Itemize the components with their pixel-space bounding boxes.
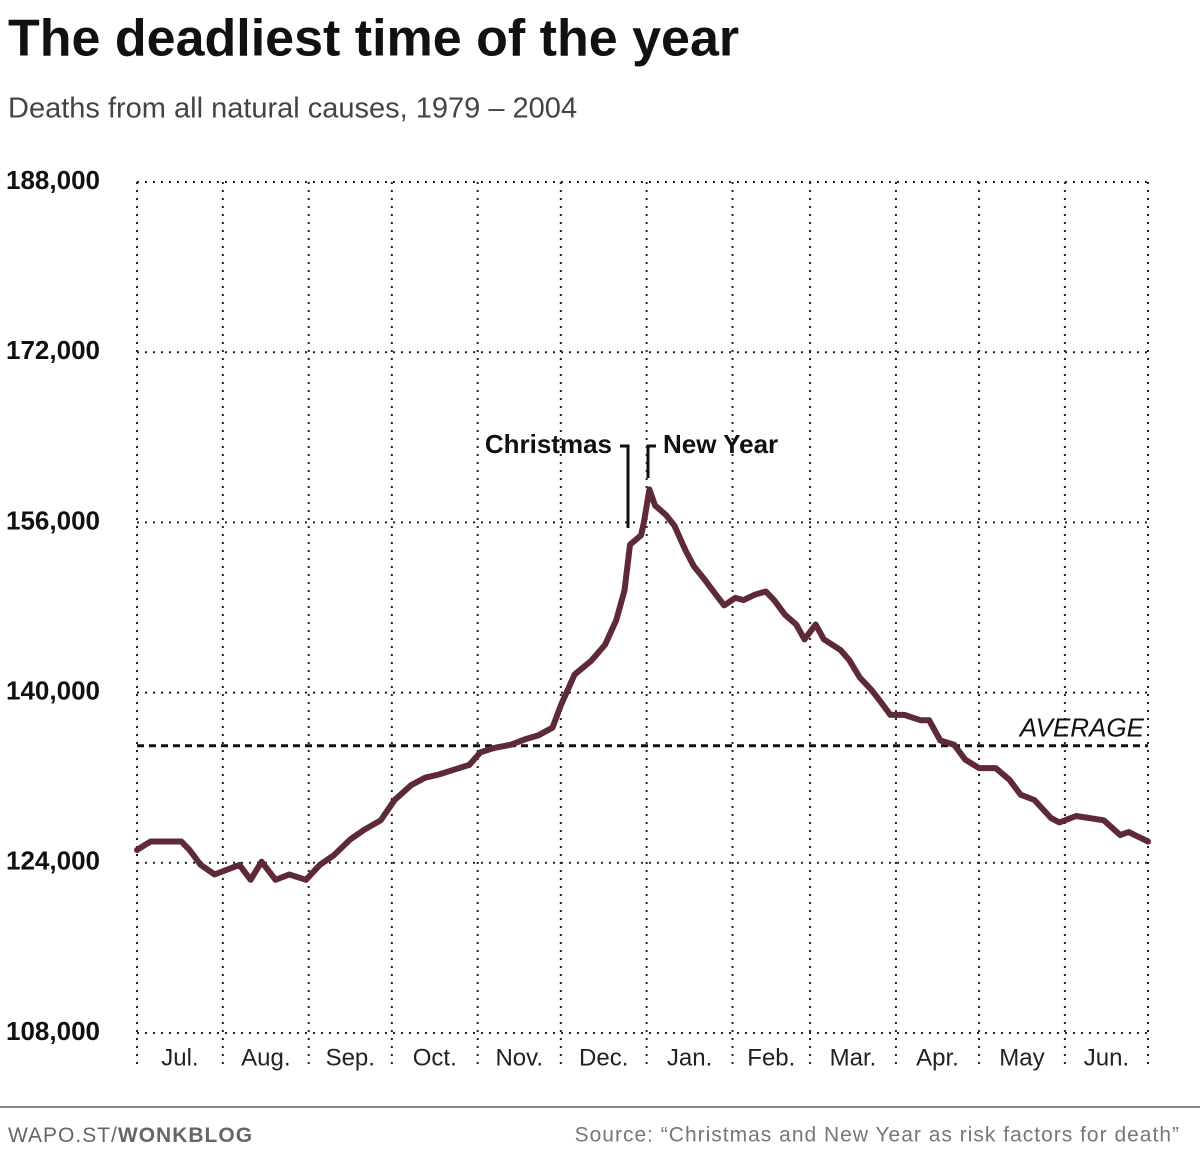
footer-source: Source: “Christmas and New Year as risk … <box>575 1124 1180 1147</box>
annotation-leader <box>620 444 630 528</box>
chart-title: The deadliest time of the year <box>8 10 739 68</box>
y-tick-label: 108,000 <box>6 1016 100 1046</box>
x-tick-label: Dec. <box>579 1044 628 1071</box>
y-tick-label: 188,000 <box>6 165 100 195</box>
chart-subtitle: Deaths from all natural causes, 1979 – 2… <box>8 93 577 125</box>
annotation-leader <box>646 444 656 478</box>
x-tick-label: Aug. <box>241 1044 290 1071</box>
x-tick-label: Jun. <box>1084 1044 1129 1071</box>
x-tick-label: Mar. <box>830 1044 877 1071</box>
y-tick-label: 140,000 <box>6 675 100 705</box>
data-line <box>134 486 1151 883</box>
x-tick-label: Feb. <box>747 1044 795 1071</box>
y-tick-label: 156,000 <box>6 505 100 535</box>
y-tick-label: 172,000 <box>6 335 100 365</box>
footer-site: WAPO.ST/WONKBLOG <box>8 1124 253 1147</box>
x-tick-label: Apr. <box>916 1044 959 1071</box>
x-tick-label: Oct. <box>413 1044 457 1071</box>
average-label: AVERAGE <box>1018 713 1145 743</box>
y-tick-label: 124,000 <box>6 846 100 876</box>
annotation: New Year <box>663 429 778 459</box>
x-tick-label: May <box>999 1044 1044 1071</box>
x-tick-label: Jan. <box>667 1044 712 1071</box>
x-tick-label: Jul. <box>161 1044 198 1071</box>
x-tick-label: Nov. <box>495 1044 543 1071</box>
annotation: Christmas <box>485 429 612 459</box>
x-tick-label: Sep. <box>326 1044 375 1071</box>
